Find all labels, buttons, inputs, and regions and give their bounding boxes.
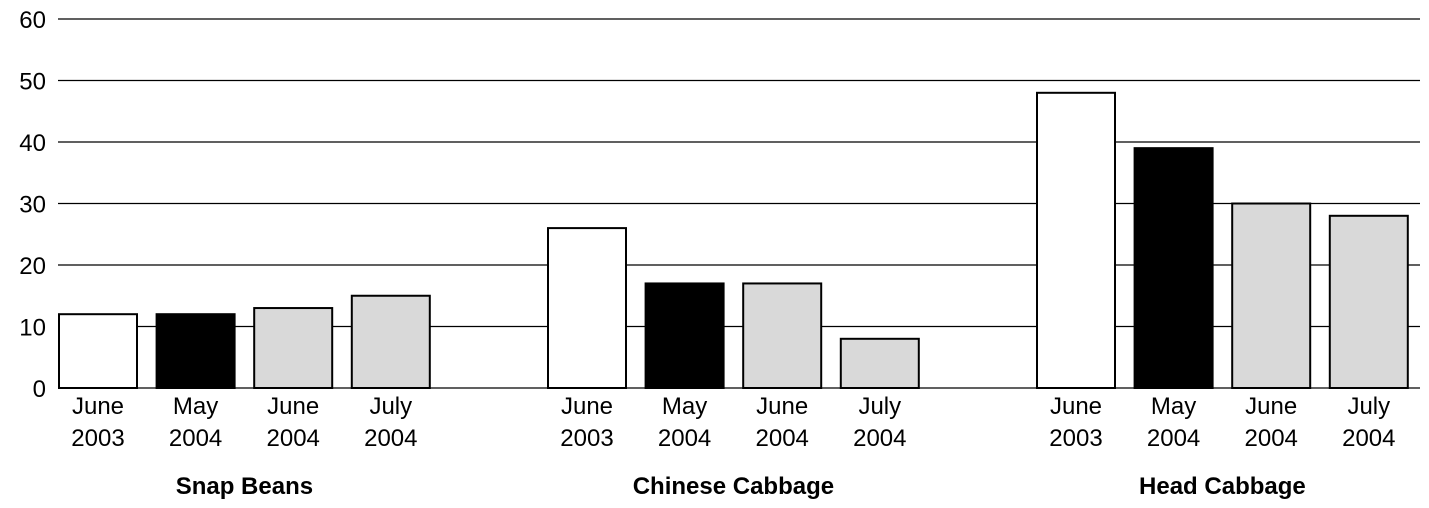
bars bbox=[58, 91, 1409, 390]
category-labels: June 2003 May 2004 June 2004 July 2004 June 2003 M… bbox=[71, 393, 1395, 452]
bar-snap-beans-0 bbox=[58, 313, 138, 390]
category-label-line2: 2004 bbox=[853, 425, 906, 452]
bar-head-cabbage-2 bbox=[1231, 202, 1312, 389]
y-tick-label-10: 10 bbox=[19, 315, 46, 342]
category-label-line2: 2004 bbox=[1342, 425, 1395, 452]
category-label-line2: 2004 bbox=[658, 425, 711, 452]
category-label-line1: June bbox=[561, 393, 613, 420]
y-tick-label-0: 0 bbox=[33, 376, 46, 403]
category-label-line2: 2004 bbox=[364, 425, 417, 452]
category-label-line2: 2003 bbox=[560, 425, 613, 452]
category-label-line2: 2004 bbox=[756, 425, 809, 452]
category-label-line1: June bbox=[756, 393, 808, 420]
category-label-line1: July bbox=[1347, 393, 1390, 420]
category-label-line2: 2004 bbox=[267, 425, 320, 452]
category-label-line1: May bbox=[1151, 393, 1196, 420]
bar-head-cabbage-3 bbox=[1328, 214, 1409, 389]
group-labels: Snap Beans Chinese Cabbage Head Cabbage bbox=[176, 473, 1306, 500]
category-label-line2: 2003 bbox=[1049, 425, 1102, 452]
bar-snap-beans-2 bbox=[253, 307, 334, 389]
bar-head-cabbage-1 bbox=[1133, 147, 1214, 389]
y-tick-label-50: 50 bbox=[19, 69, 46, 96]
category-label-line1: June bbox=[267, 393, 319, 420]
category-label-line1: June bbox=[72, 393, 124, 420]
category-label-line1: June bbox=[1245, 393, 1297, 420]
category-label-line1: July bbox=[858, 393, 901, 420]
category-label-line2: 2004 bbox=[169, 425, 222, 452]
group-label-head-cabbage: Head Cabbage bbox=[1139, 473, 1306, 500]
y-tick-label-20: 20 bbox=[19, 253, 46, 280]
category-label-line2: 2004 bbox=[1245, 425, 1298, 452]
y-tick-label-60: 60 bbox=[19, 7, 46, 34]
bar-snap-beans-3 bbox=[350, 294, 431, 389]
y-tick-label-30: 30 bbox=[19, 192, 46, 219]
bar-snap-beans-1 bbox=[155, 313, 236, 390]
y-tick-label-40: 40 bbox=[19, 130, 46, 157]
category-label-line1: May bbox=[662, 393, 707, 420]
category-label-line1: July bbox=[369, 393, 412, 420]
category-label-line1: June bbox=[1050, 393, 1102, 420]
bar-chinese-cabbage-2 bbox=[742, 282, 823, 390]
category-label-line2: 2004 bbox=[1147, 425, 1200, 452]
bar-chinese-cabbage-1 bbox=[644, 282, 725, 390]
bar-chinese-cabbage-0 bbox=[547, 227, 627, 389]
bar-chinese-cabbage-3 bbox=[839, 337, 920, 389]
category-label-line1: May bbox=[173, 393, 218, 420]
group-label-snap-beans: Snap Beans bbox=[176, 473, 313, 500]
group-label-chinese-cabbage: Chinese Cabbage bbox=[633, 473, 834, 500]
category-label-line2: 2003 bbox=[71, 425, 124, 452]
bar-head-cabbage-0 bbox=[1036, 91, 1116, 390]
y-axis-ticks: 0 10 20 30 40 50 60 bbox=[19, 7, 46, 403]
